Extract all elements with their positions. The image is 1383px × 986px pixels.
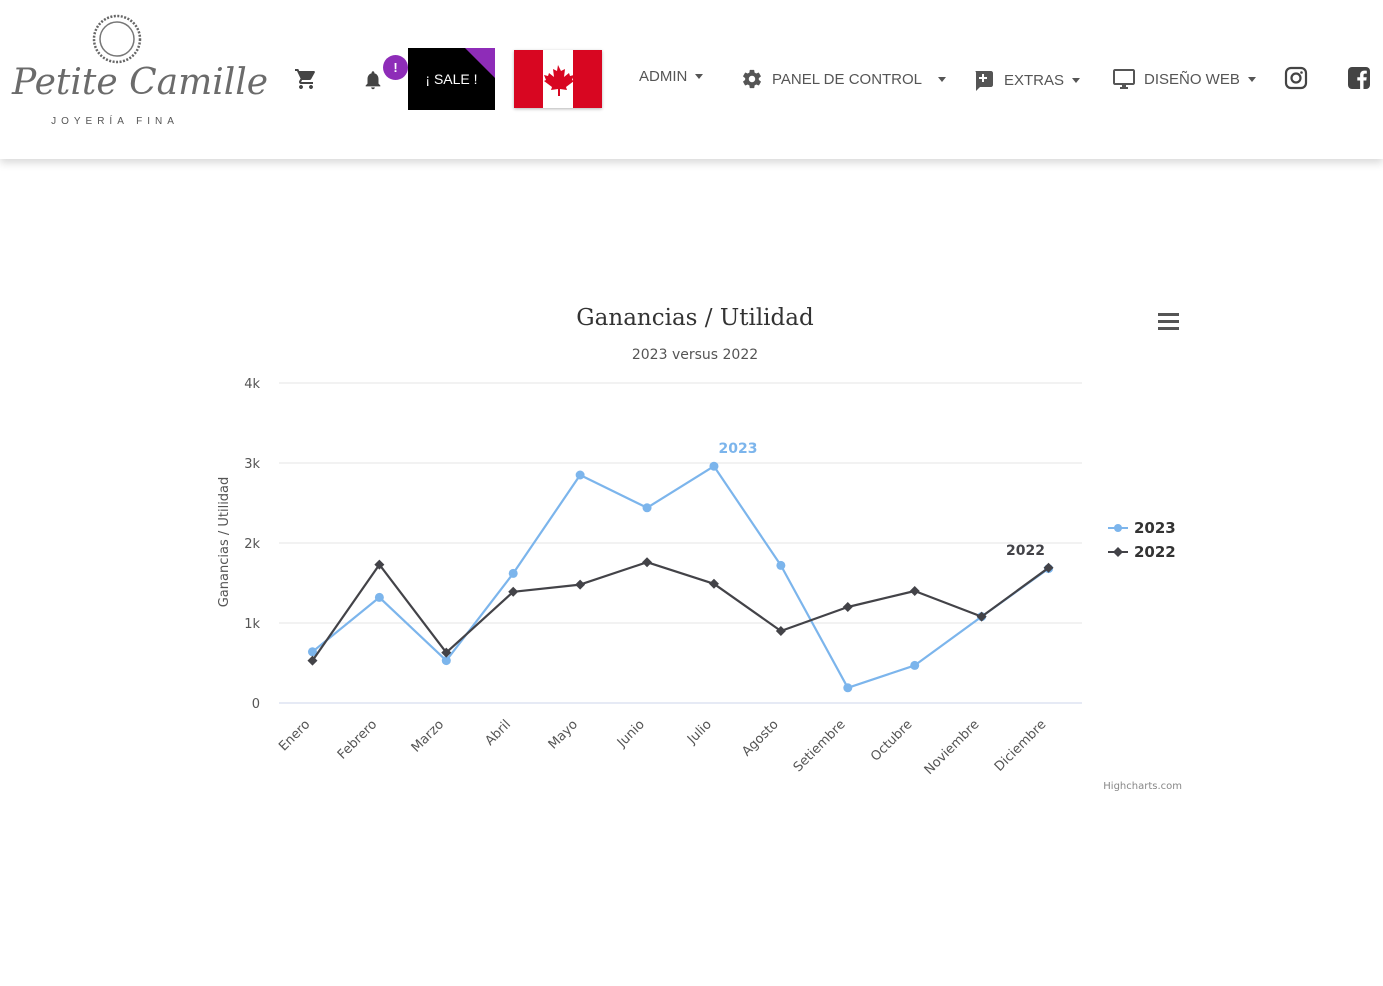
menu-diseno-web[interactable]: DISEÑO WEB [1112,68,1256,90]
data-point[interactable] [307,647,317,657]
data-point[interactable] [441,656,451,666]
cart-icon[interactable] [292,66,320,92]
facebook-icon[interactable] [1347,66,1371,90]
data-point[interactable] [709,461,719,471]
brand-name: Petite Camille [12,62,269,103]
menu-panel-de-control[interactable]: PANEL DE CONTROL [741,68,947,90]
gear-icon [743,69,761,89]
data-point[interactable] [642,503,652,513]
x-tick-label: Abril [482,717,514,749]
menu-extras-label: EXTRAS [1004,71,1065,89]
sale-button[interactable]: ¡ SALE ! [408,48,495,110]
data-point[interactable] [776,560,786,570]
data-point[interactable] [909,586,920,596]
chart-container: 0 1k 2k 3k 4k Enero Febrero Marzo Abril Mayo Junio… [0,159,1383,986]
data-point[interactable] [508,568,518,578]
y-tick-label: 3k [244,457,260,472]
x-tick-label: Octubre [868,717,915,764]
legend-item-2022[interactable]: 2022 [1108,543,1176,561]
menu-diseno-label: DISEÑO WEB [1144,70,1240,88]
line-chart: 0 1k 2k 3k 4k Enero Febrero Marzo Abril Mayo Junio… [217,305,1182,792]
data-point[interactable] [708,578,719,589]
menu-admin-label: ADMIN [639,68,688,85]
chart-subtitle: 2023 versus 2022 [632,347,758,363]
y-axis-title: Ganancias / Utilidad [217,477,232,608]
menu-extras[interactable]: EXTRAS [972,68,1081,92]
menu-admin[interactable]: ADMIN [639,68,704,85]
series-label-2023: 2023 [718,441,757,457]
data-point[interactable] [843,683,853,693]
data-point[interactable] [575,470,585,480]
y-tick-label: 2k [244,537,260,552]
caret-down-icon [938,76,947,82]
legend-label: 2022 [1134,543,1176,561]
legend-marker [1113,547,1123,557]
data-point[interactable] [976,611,987,622]
series-line-2022[interactable] [311,561,1050,662]
brand-logo[interactable]: Petite Camille JOYERÍA FINA [12,12,269,132]
legend-label: 2023 [1134,519,1176,537]
x-tick-label: Enero [276,717,313,754]
data-point[interactable] [374,592,384,602]
y-tick-label: 0 [252,697,260,712]
series-label-2022: 2022 [1006,543,1045,559]
notification-badge[interactable]: ! [383,55,408,80]
chart-credits[interactable]: Highcharts.com [1103,781,1182,792]
sale-corner-ribbon [465,48,495,78]
data-point[interactable] [842,602,853,612]
x-tick-label: Diciembre [992,717,1050,775]
instagram-icon[interactable] [1284,66,1308,90]
data-point[interactable] [642,557,653,568]
ring-logo-icon [92,14,142,64]
menu-panel-label: PANEL DE CONTROL [772,70,923,88]
data-point[interactable] [575,579,586,590]
x-tick-label: Agosto [739,717,781,759]
data-point[interactable] [1043,562,1054,573]
data-point[interactable] [508,586,519,597]
canada-flag-icon[interactable] [514,50,602,108]
y-tick-label: 4k [244,377,260,392]
add-box-icon [975,71,993,91]
data-point[interactable] [441,647,452,658]
data-point[interactable] [374,559,385,570]
legend-marker [1114,524,1122,532]
data-point[interactable] [307,655,318,666]
x-tick-label: Febrero [335,717,380,762]
chart-title: Ganancias / Utilidad [576,305,814,331]
brand-tagline: JOYERÍA FINA [51,116,179,127]
navbar: Petite Camille JOYERÍA FINA ! ¡ SALE ! A… [0,0,1383,159]
x-tick-label: Mayo [546,717,581,752]
x-tick-label: Setiembre [791,717,849,775]
x-tick-label: Junio [614,717,648,751]
legend-item-2023[interactable]: 2023 [1108,519,1176,537]
x-tick-label: Marzo [409,717,447,755]
caret-down-icon [1247,76,1256,82]
x-tick-label: Julio [684,717,715,748]
monitor-icon [1113,69,1135,89]
chart-menu-button[interactable] [1158,313,1179,330]
data-point[interactable] [775,626,786,636]
sale-label: ¡ SALE ! [425,71,478,87]
x-tick-label: Noviembre [922,717,983,778]
series-line-2023[interactable] [311,465,1050,689]
caret-down-icon [1072,77,1081,83]
bell-icon[interactable] [360,66,386,94]
data-point[interactable] [910,660,920,670]
caret-down-icon [695,74,704,79]
y-tick-label: 1k [244,617,260,632]
